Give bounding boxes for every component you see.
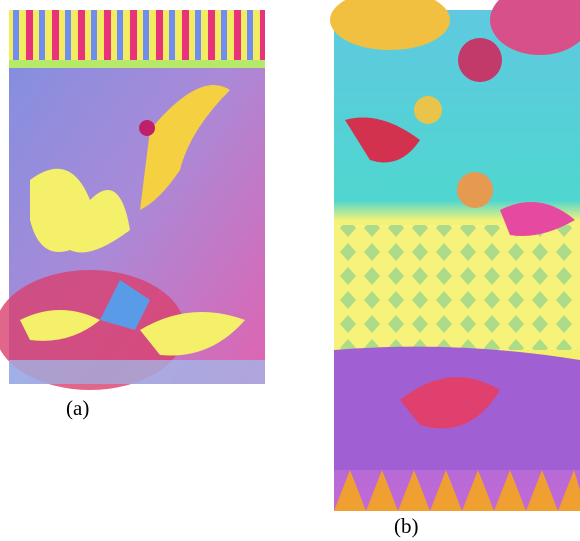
panel-label: (a) bbox=[66, 396, 90, 420]
panel-label: (b) bbox=[394, 514, 419, 538]
image-b bbox=[330, 0, 580, 511]
image-a bbox=[0, 10, 265, 390]
